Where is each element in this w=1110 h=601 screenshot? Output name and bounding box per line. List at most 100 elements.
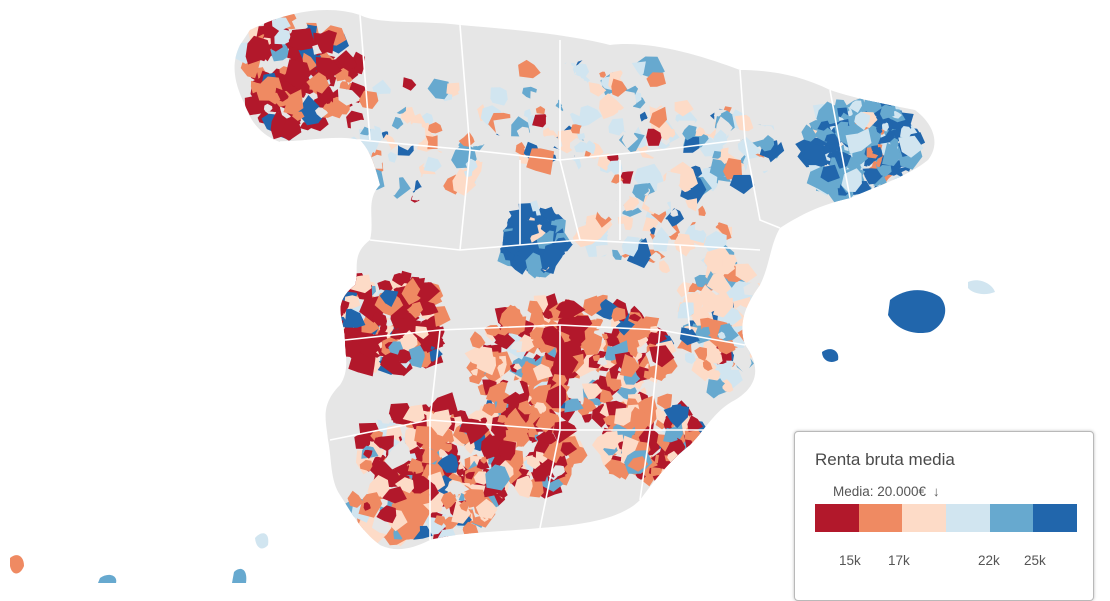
municipality[interactable] (900, 126, 913, 139)
municipality[interactable] (473, 138, 483, 147)
legend-swatch-3[interactable] (902, 504, 947, 532)
municipality[interactable] (494, 400, 507, 414)
municipality[interactable] (398, 270, 412, 284)
municipality[interactable] (817, 120, 831, 131)
municipality[interactable] (596, 245, 611, 258)
municipality[interactable] (482, 403, 497, 417)
municipality[interactable] (723, 158, 742, 180)
legend-swatch-5[interactable] (989, 504, 1034, 532)
municipality[interactable] (542, 242, 563, 266)
municipality[interactable] (715, 109, 721, 117)
municipality[interactable] (849, 100, 862, 113)
municipality[interactable] (404, 493, 431, 527)
ibiza[interactable] (822, 349, 839, 363)
municipality[interactable] (628, 55, 638, 64)
municipality[interactable] (391, 116, 404, 130)
municipality[interactable] (560, 442, 578, 457)
municipality[interactable] (428, 122, 443, 134)
municipality[interactable] (423, 156, 442, 172)
municipality[interactable] (749, 308, 764, 323)
municipalities-layer[interactable] (235, 13, 926, 550)
municipality[interactable] (358, 90, 379, 109)
municipality[interactable] (820, 164, 840, 183)
legend-swatch-6[interactable] (1033, 504, 1078, 532)
municipality[interactable] (287, 46, 301, 60)
municipality[interactable] (863, 194, 874, 203)
municipality[interactable] (700, 326, 711, 337)
municipality[interactable] (533, 295, 549, 313)
municipality[interactable] (477, 154, 487, 163)
municipality[interactable] (530, 91, 544, 110)
municipality[interactable] (682, 125, 697, 141)
municipality[interactable] (394, 477, 414, 494)
municipality[interactable] (497, 414, 510, 423)
municipality[interactable] (372, 312, 387, 326)
municipality[interactable] (803, 143, 824, 165)
municipality[interactable] (361, 316, 380, 334)
municipality[interactable] (464, 440, 475, 455)
municipality[interactable] (627, 456, 649, 472)
municipality[interactable] (614, 187, 630, 207)
municipality[interactable] (315, 107, 328, 119)
municipality[interactable] (659, 260, 671, 274)
municipality[interactable] (726, 360, 734, 368)
municipality[interactable] (852, 150, 869, 165)
municipality[interactable] (715, 378, 725, 388)
municipality[interactable] (718, 369, 743, 389)
municipality[interactable] (427, 78, 451, 100)
municipality[interactable] (524, 108, 532, 118)
municipality[interactable] (674, 100, 694, 117)
legend-swatch-4[interactable] (946, 504, 990, 532)
municipality[interactable] (746, 318, 753, 327)
canary-island-east-1[interactable] (232, 568, 247, 583)
municipality[interactable] (599, 93, 624, 120)
municipality[interactable] (699, 216, 711, 227)
municipality[interactable] (405, 166, 422, 184)
municipality[interactable] (384, 439, 412, 470)
municipality[interactable] (599, 388, 614, 404)
municipality[interactable] (657, 410, 666, 424)
municipality[interactable] (280, 119, 302, 141)
municipality[interactable] (469, 331, 486, 349)
municipality[interactable] (628, 313, 642, 322)
municipality[interactable] (513, 363, 522, 371)
municipality[interactable] (845, 128, 872, 154)
municipality[interactable] (649, 251, 662, 263)
municipality[interactable] (604, 459, 629, 479)
municipality[interactable] (645, 260, 655, 270)
municipality[interactable] (880, 104, 895, 120)
municipality[interactable] (620, 171, 634, 184)
municipality[interactable] (334, 319, 344, 329)
municipality[interactable] (535, 451, 548, 464)
municipality[interactable] (756, 160, 773, 172)
municipality[interactable] (685, 198, 698, 212)
municipality[interactable] (490, 87, 508, 106)
municipality[interactable] (498, 440, 517, 461)
municipality[interactable] (760, 135, 775, 152)
municipality[interactable] (657, 393, 673, 412)
municipality[interactable] (717, 331, 726, 339)
municipality[interactable] (363, 502, 371, 511)
municipality[interactable] (383, 88, 410, 114)
municipality[interactable] (314, 30, 338, 54)
municipality[interactable] (476, 354, 497, 376)
municipality[interactable] (373, 436, 385, 449)
municipality[interactable] (398, 125, 407, 134)
municipality[interactable] (614, 407, 632, 426)
municipality[interactable] (648, 194, 670, 216)
municipality[interactable] (735, 263, 758, 283)
municipality[interactable] (801, 124, 817, 142)
municipality[interactable] (694, 346, 707, 362)
municipality[interactable] (676, 281, 692, 298)
municipality[interactable] (514, 475, 533, 499)
municipality[interactable] (714, 292, 732, 309)
municipality[interactable] (408, 301, 423, 317)
municipality[interactable] (263, 103, 273, 112)
municipality[interactable] (480, 456, 487, 464)
municipality[interactable] (584, 140, 596, 155)
municipality[interactable] (440, 491, 457, 510)
municipality[interactable] (416, 301, 439, 316)
municipality[interactable] (619, 89, 637, 111)
municipality[interactable] (665, 171, 681, 191)
municipality[interactable] (428, 392, 458, 418)
